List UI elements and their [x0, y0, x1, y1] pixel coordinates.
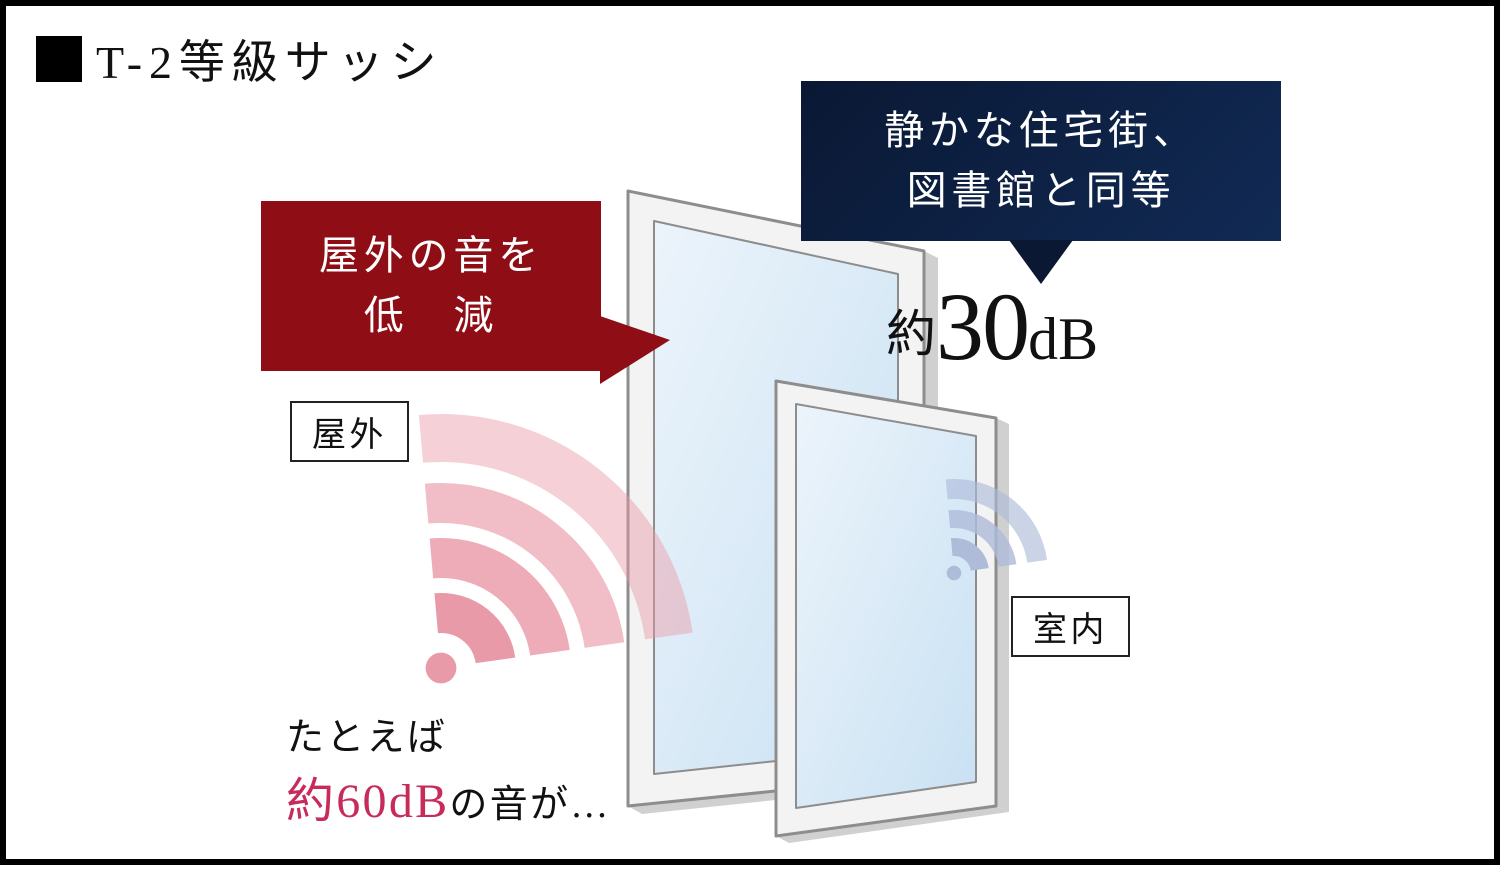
outdoor-db-caption-pre: たとえば [286, 706, 611, 761]
indoor-callout: 静かな住宅街、 図書館と同等 [801, 81, 1281, 241]
indoor-db-unit: dB [1028, 306, 1098, 372]
page-title: T-2等級サッシ [96, 26, 443, 92]
indoor-label: 室内 [1011, 596, 1130, 657]
outdoor-callout-line2: 低 減 [319, 286, 543, 346]
title-bullet-icon [36, 36, 82, 82]
indoor-callout-line1: 静かな住宅街、 [884, 101, 1198, 161]
outdoor-db-caption-main: 約60dBの音が… [286, 761, 611, 831]
outdoor-db-value: 60dB [336, 775, 449, 828]
outdoor-callout-pointer-icon [600, 316, 670, 384]
outdoor-db-caption-post: の音が… [449, 784, 610, 826]
indoor-db-number: 30 [936, 273, 1028, 380]
outdoor-callout-line1: 屋外の音を [319, 226, 543, 286]
indoor-db-prefix: 約 [886, 306, 936, 362]
outdoor-db-prefix: 約 [286, 775, 336, 828]
outdoor-label: 屋外 [290, 401, 409, 462]
outdoor-callout: 屋外の音を 低 減 [261, 201, 601, 371]
outdoor-db-caption: たとえば 約60dBの音が… [286, 706, 611, 831]
diagram-frame: T-2等級サッシ 屋外の音を 低 減 静かな住宅街、 図書館と同等 約30dB … [0, 0, 1500, 865]
indoor-db-value: 約30dB [886, 271, 1098, 382]
title-row: T-2等級サッシ [6, 6, 1494, 92]
indoor-callout-line2: 図書館と同等 [884, 161, 1198, 221]
